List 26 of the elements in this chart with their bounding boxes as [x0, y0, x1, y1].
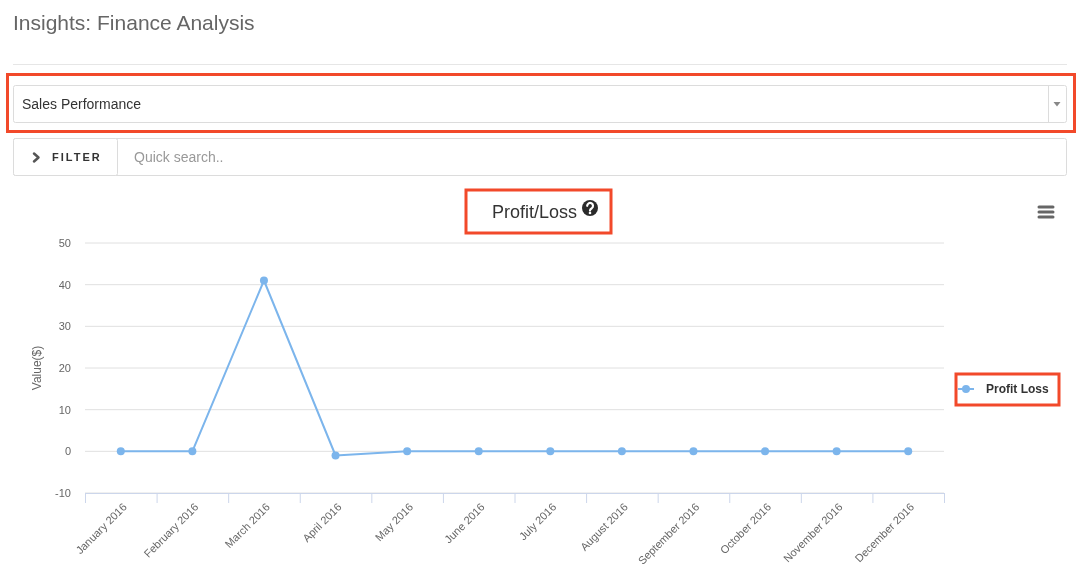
- point: [403, 447, 412, 456]
- point: [188, 447, 197, 456]
- y-tick-label: 50: [58, 236, 71, 249]
- y-axis-title: Value($): [30, 345, 44, 391]
- y-tick-label: 40: [58, 278, 71, 291]
- y-tick-label: 10: [58, 403, 71, 416]
- point: [904, 447, 913, 456]
- point: [116, 447, 125, 456]
- point: [617, 447, 626, 456]
- point: [761, 447, 770, 456]
- select-field[interactable]: Sales Performance: [13, 85, 1067, 123]
- legend-label: Profit Loss: [986, 382, 1049, 397]
- y-tick-label: -10: [55, 486, 71, 499]
- filter-button[interactable]: FILTER: [13, 138, 118, 176]
- point: [331, 451, 340, 460]
- y-tick-label: 0: [64, 445, 71, 458]
- y-tick-label: 20: [58, 361, 71, 374]
- point: [832, 447, 841, 456]
- point: [546, 447, 555, 456]
- y-tick-label: 30: [58, 320, 71, 333]
- point: [259, 276, 268, 285]
- menu-icon[interactable]: [1037, 205, 1055, 219]
- text: Insights: Finance Analysis: [13, 11, 255, 34]
- point: [474, 447, 483, 456]
- chart-title: Profit/Loss: [491, 202, 577, 222]
- point: [689, 447, 698, 456]
